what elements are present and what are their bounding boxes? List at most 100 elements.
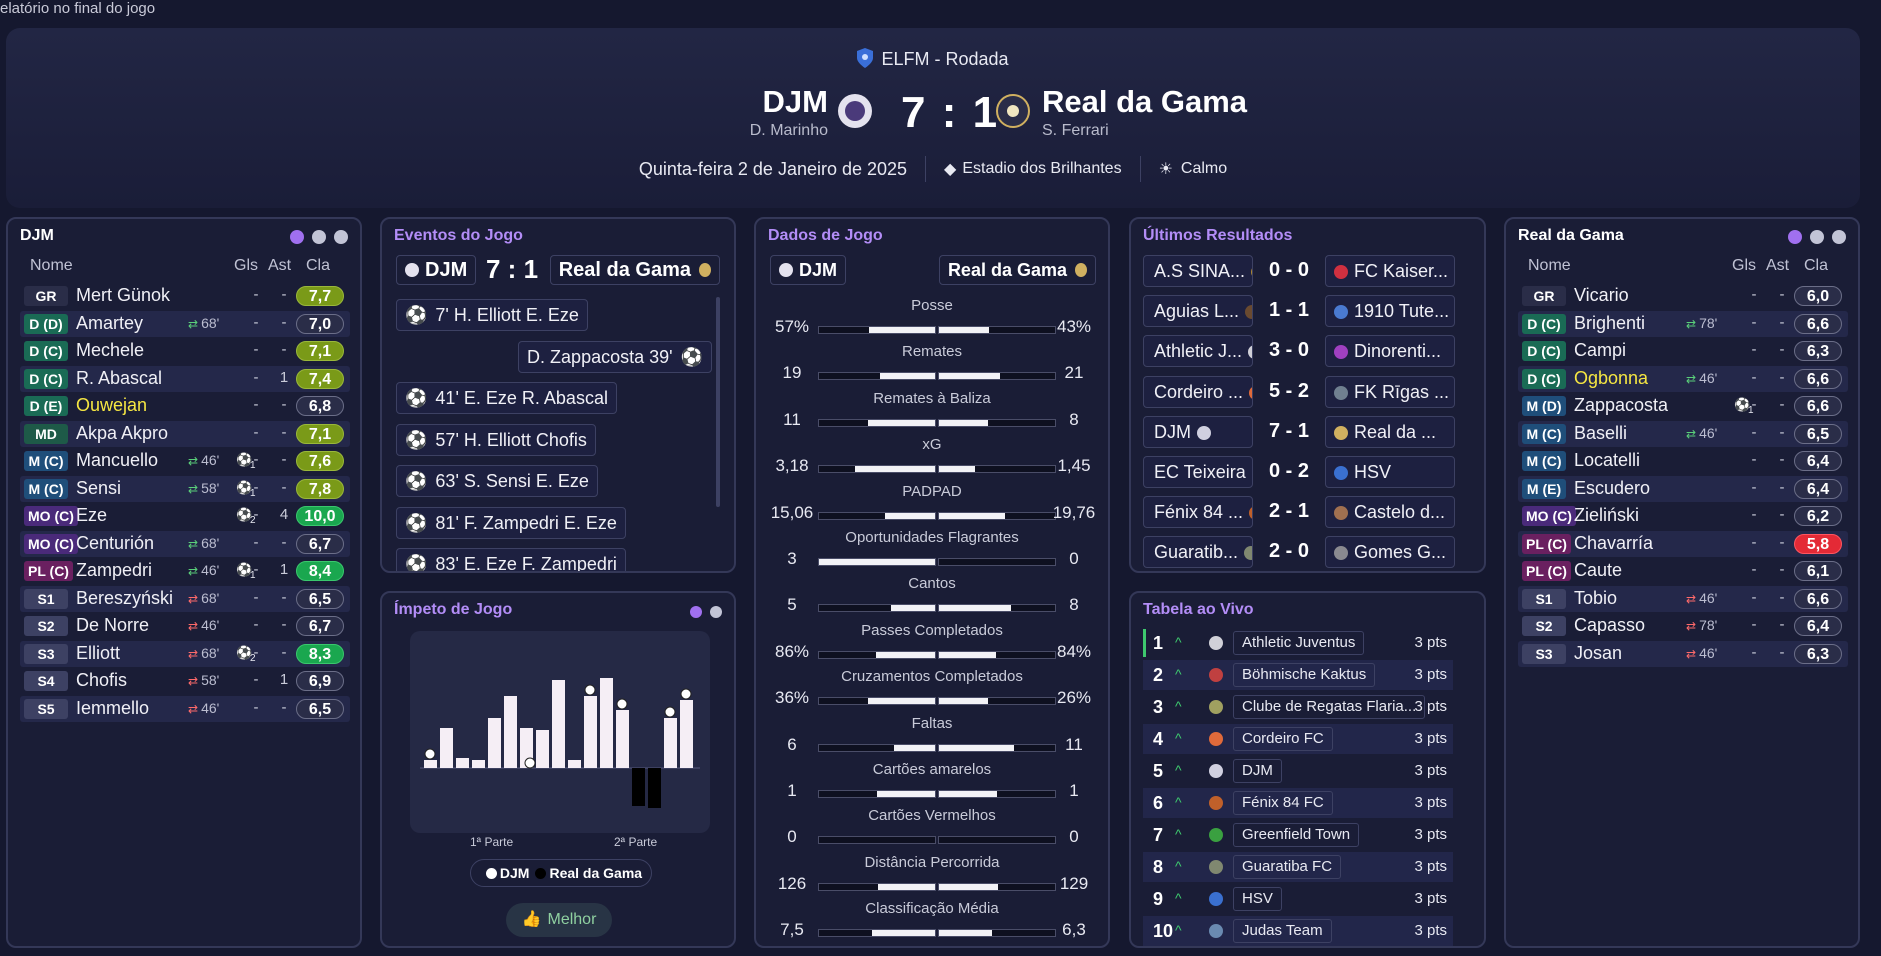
player-row[interactable]: S2 Capasso ⇄ 78' - -6,4: [1518, 613, 1848, 639]
player-row[interactable]: D (C) Ogbonna ⇄ 46' - -6,6: [1518, 365, 1848, 392]
player-name[interactable]: Mert Günok: [76, 285, 171, 305]
col-ast[interactable]: Ast: [1766, 257, 1790, 274]
result-away-team[interactable]: Dinorenti...: [1325, 335, 1455, 368]
col-name[interactable]: Nome: [30, 257, 73, 274]
player-name[interactable]: Iemmello: [76, 697, 150, 718]
result-row[interactable]: Aguias L... 1 - 1 1910 Tute...: [1143, 295, 1455, 329]
table-team-name[interactable]: DJM: [1233, 759, 1282, 783]
player-name[interactable]: Elliott: [76, 642, 121, 663]
table-row[interactable]: 5 ^ DJM 3 pts: [1143, 756, 1453, 786]
result-row[interactable]: Athletic J... 3 - 0 Dinorenti...: [1143, 335, 1455, 369]
result-home-team[interactable]: Aguias L...: [1143, 295, 1253, 328]
result-away-team[interactable]: HSV: [1325, 456, 1455, 488]
result-away-team[interactable]: Gomes G...: [1325, 536, 1455, 569]
match-event[interactable]: ⚽ 83' E. Eze F. Zampedri: [396, 548, 626, 571]
table-team-name[interactable]: Greenfield Town: [1233, 823, 1360, 847]
col-gls[interactable]: Gls: [234, 257, 258, 274]
player-name[interactable]: Sensi: [76, 477, 122, 498]
player-row[interactable]: PL (C) Chavarría - -5,8: [1518, 530, 1848, 557]
player-name[interactable]: Akpa Akpro: [76, 422, 169, 443]
match-event[interactable]: ⚽ 81' F. Zampedri E. Eze: [396, 506, 626, 539]
panel-page-dots[interactable]: [1788, 230, 1846, 244]
player-row[interactable]: D (C) Campi - -6,3: [1518, 338, 1848, 364]
player-name[interactable]: Josan: [1574, 642, 1623, 663]
col-ast[interactable]: Ast: [268, 257, 292, 274]
result-home-team[interactable]: Guaratib...: [1143, 536, 1253, 569]
player-row[interactable]: D (C) R. Abascal - 1 7,4: [20, 365, 350, 392]
player-row[interactable]: D (C) Mechele - -7,1: [20, 338, 350, 364]
result-away-team[interactable]: FC Kaiser...: [1325, 255, 1455, 287]
col-cla[interactable]: Cla: [1804, 257, 1829, 274]
player-name[interactable]: Campi: [1574, 340, 1627, 360]
player-name[interactable]: Ogbonna: [1574, 367, 1649, 388]
match-event[interactable]: ⚽ 63' S. Sensi E. Eze: [396, 465, 598, 497]
table-row[interactable]: 4 ^ Cordeiro FC 3 pts: [1143, 724, 1453, 754]
player-row[interactable]: MD Akpa Akpro - -7,1: [20, 420, 350, 447]
player-row[interactable]: MO (C) Zieliński - -6,2: [1518, 503, 1848, 529]
stats-home-team[interactable]: DJM: [770, 255, 847, 285]
player-row[interactable]: MO (C) Centurión ⇄ 68' - -6,7: [20, 530, 350, 557]
player-row[interactable]: S1 Bereszyński ⇄ 68' - -6,5: [20, 585, 350, 612]
home-manager[interactable]: D. Marinho: [749, 122, 828, 139]
stadium-name[interactable]: Estadio dos Brilhantes: [962, 160, 1122, 177]
player-row[interactable]: M (C) Locatelli - -6,4: [1518, 448, 1848, 474]
player-row[interactable]: S4 Chofis ⇄ 58' - 1 6,9: [20, 668, 350, 694]
player-row[interactable]: M (C) Baselli ⇄ 46' - -6,5: [1518, 420, 1848, 447]
table-row[interactable]: 6 ^ Fénix 84 FC 3 pts: [1143, 788, 1453, 818]
player-row[interactable]: M (C) Mancuello ⇄ 46' ⚽ 1- -7,6: [20, 448, 350, 474]
best-button[interactable]: 👍 Melhor: [506, 903, 612, 937]
result-home-team[interactable]: EC Teixeira: [1143, 456, 1253, 488]
match-event[interactable]: ⚽ 7' H. Elliott E. Eze: [396, 299, 588, 331]
player-name[interactable]: Vicario: [1574, 285, 1629, 305]
result-row[interactable]: EC Teixeira 0 - 2 HSV: [1143, 456, 1455, 490]
momentum-page-dots[interactable]: [690, 606, 722, 618]
player-name[interactable]: Mancuello: [76, 450, 159, 470]
player-name[interactable]: De Norre: [76, 615, 150, 635]
table-row[interactable]: 10 ^ Judas Team 3 pts: [1143, 916, 1453, 946]
events-home-team[interactable]: DJM: [396, 255, 477, 285]
result-home-team[interactable]: Cordeiro ...: [1143, 375, 1253, 408]
table-row[interactable]: 9 ^ HSV 3 pts: [1143, 884, 1453, 914]
player-name[interactable]: Amartey: [76, 312, 144, 333]
player-name[interactable]: Escudero: [1574, 477, 1651, 498]
table-row[interactable]: 2 ^ Böhmische Kaktus 3 pts: [1143, 660, 1453, 690]
player-name[interactable]: Zappacosta: [1574, 395, 1669, 415]
table-team-name[interactable]: Judas Team: [1233, 919, 1332, 943]
result-away-team[interactable]: Castelo d...: [1325, 496, 1455, 529]
player-name[interactable]: Bereszyński: [76, 587, 174, 608]
col-gls[interactable]: Gls: [1732, 257, 1756, 274]
result-away-team[interactable]: Real da ...: [1325, 415, 1455, 448]
result-home-team[interactable]: A.S SINA...: [1143, 255, 1253, 287]
col-name[interactable]: Nome: [1528, 257, 1571, 274]
player-row[interactable]: M (E) Escudero - -6,4: [1518, 475, 1848, 502]
player-name[interactable]: Ouwejan: [76, 395, 148, 415]
player-name[interactable]: Zieliński: [1574, 505, 1640, 525]
player-name[interactable]: Eze: [76, 505, 108, 525]
table-team-name[interactable]: Guaratiba FC: [1233, 855, 1342, 879]
result-row[interactable]: DJM 7 - 1 Real da ...: [1143, 415, 1455, 450]
player-row[interactable]: GR Mert Günok - -7,7: [20, 283, 350, 309]
player-row[interactable]: D (D) Amartey ⇄ 68' - -7,0: [20, 310, 350, 337]
player-name[interactable]: Baselli: [1574, 422, 1628, 443]
table-team-name[interactable]: Cordeiro FC: [1233, 727, 1333, 751]
player-name[interactable]: Chavarría: [1574, 532, 1654, 553]
stats-away-team[interactable]: Real da Gama: [938, 255, 1096, 285]
table-team-name[interactable]: Fénix 84 FC: [1233, 791, 1333, 815]
player-name[interactable]: Chofis: [76, 670, 128, 690]
match-event[interactable]: D. Zappacosta 39' ⚽: [518, 340, 712, 373]
table-row[interactable]: 1 ^ Athletic Juventus 3 pts: [1143, 628, 1453, 658]
player-name[interactable]: Capasso: [1574, 615, 1646, 635]
result-home-team[interactable]: Athletic J...: [1143, 335, 1253, 368]
player-row[interactable]: MO (C) Eze ⚽ 2- 4 10,0: [20, 503, 350, 529]
player-row[interactable]: S5 Iemmello ⇄ 46' - -6,5: [20, 695, 350, 722]
player-name[interactable]: R. Abascal: [76, 367, 163, 388]
table-row[interactable]: 3 ^ Clube de Regatas Flaria... 3 pts: [1143, 692, 1453, 722]
events-scrollbar[interactable]: [716, 297, 720, 507]
player-name[interactable]: Centurión: [76, 532, 155, 553]
result-row[interactable]: Cordeiro ... 5 - 2 FK Rīgas ...: [1143, 375, 1455, 410]
panel-page-dots[interactable]: [290, 230, 348, 244]
player-name[interactable]: Caute: [1574, 560, 1623, 580]
player-name[interactable]: Locatelli: [1574, 450, 1641, 470]
table-team-name[interactable]: Böhmische Kaktus: [1233, 663, 1376, 687]
result-away-team[interactable]: 1910 Tute...: [1325, 295, 1455, 328]
